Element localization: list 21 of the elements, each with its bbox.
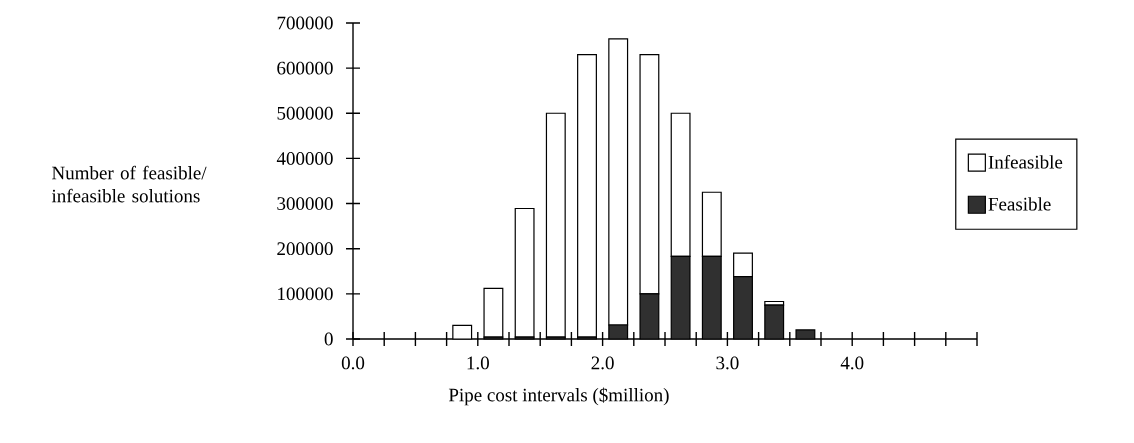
- y-tick-label: 200000: [277, 242, 333, 256]
- y-tick-label: 100000: [278, 287, 333, 301]
- bar: [545, 112, 566, 338]
- x-tick-label: 4.0: [840, 356, 864, 370]
- y-tick-label: 0: [324, 332, 333, 346]
- x-tick-label: 0.0: [341, 356, 365, 370]
- legend-label: Feasible: [988, 197, 1051, 211]
- y-tick-label: 300000: [277, 197, 333, 210]
- y-tick-label: 400000: [276, 152, 333, 165]
- bar: [483, 287, 504, 338]
- x-axis-title: Pipe cost intervals ($million): [448, 387, 669, 406]
- y-tick-label: 700000: [277, 16, 333, 30]
- y-axis-title: Number of feasible/ infeasible solutions: [51, 165, 207, 203]
- y-tick-label: 500000: [277, 106, 333, 120]
- x-tick-label: 2.0: [591, 356, 614, 370]
- y-tick-label: 600000: [277, 61, 333, 75]
- bar: [577, 53, 597, 338]
- x-tick-label: 3.0: [716, 356, 739, 370]
- legend-label: Infeasible: [988, 155, 1063, 169]
- x-tick-label: 1.0: [467, 356, 489, 370]
- bar: [514, 207, 535, 338]
